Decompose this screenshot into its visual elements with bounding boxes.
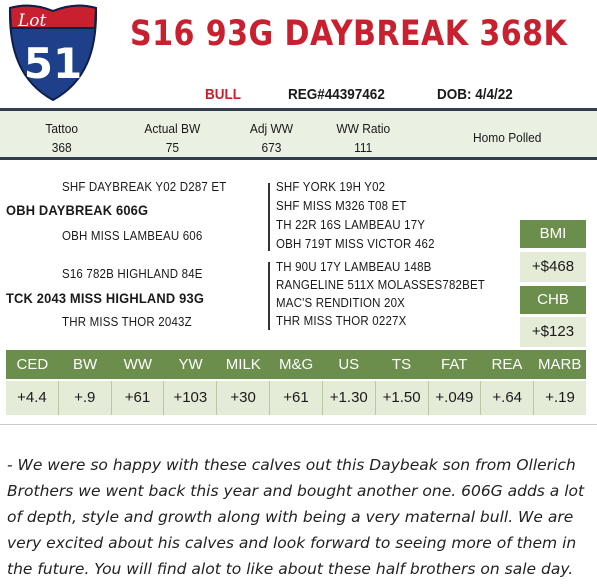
epd-header-ww: WW: [123, 356, 152, 373]
epd-value-ts: +1.50: [376, 381, 429, 415]
stat-label: Actual BW: [144, 121, 201, 136]
epd-header-ts: TS: [391, 356, 412, 373]
stat-value: 368: [51, 140, 72, 155]
stat-label: Tattoo: [45, 121, 79, 136]
stat-label: Adj WW: [249, 121, 294, 136]
dam-sire: S16 782B HIGHLAND 84E: [62, 267, 203, 281]
ancestor: SHF YORK 19H Y02: [276, 180, 386, 194]
epd-header-ced: CED: [16, 356, 49, 373]
epd-header-marb: MARB: [538, 356, 582, 373]
ancestor: SHF MISS M326 T08 ET: [276, 199, 407, 213]
dam-dam: THR MISS THOR 2043Z: [62, 315, 192, 329]
date-of-birth: DOB: 4/4/22: [437, 86, 513, 103]
epd-value-bw: +.9: [59, 381, 112, 415]
epd-value-yw: +103: [164, 381, 218, 415]
ancestor: THR MISS THOR 0227X: [276, 314, 407, 328]
stat-ww-ratio: WW Ratio 111: [334, 119, 393, 157]
stat-adj-ww: Adj WW 673: [248, 119, 295, 157]
bmi-value: +$468: [520, 252, 586, 282]
epd-value-ced: +4.4: [6, 381, 59, 415]
epd-value-mg: +61: [270, 381, 323, 415]
sex-label: BULL: [205, 86, 241, 103]
ancestor: TH 90U 17Y LAMBEAU 148B: [276, 260, 432, 274]
stat-value: 673: [261, 140, 282, 155]
stat-label: WW Ratio: [336, 121, 391, 136]
sire-dam: OBH MISS LAMBEAU 606: [62, 229, 203, 243]
epd-value-marb: +.19: [545, 389, 575, 406]
dam-name: TCK 2043 MISS HIGHLAND 93G: [6, 290, 205, 306]
stat-label: Homo Polled: [472, 130, 542, 145]
ancestor: RANGELINE 511X MOLASSES782BET: [276, 278, 486, 292]
pedigree-bracket: [268, 183, 270, 251]
epd-value-rea: +.64: [481, 381, 535, 415]
stat-homo-polled: Homo Polled: [470, 128, 544, 147]
epd-header-bw: BW: [73, 356, 98, 373]
bmi-label: BMI: [520, 220, 586, 248]
section-divider: [0, 424, 597, 425]
breeder-comment: - We were so happy with these calves out…: [7, 456, 585, 578]
epd-header-milk: MILK: [225, 356, 261, 373]
stats-bar: Tattoo 368 Actual BW 75 Adj WW 673 WW Ra…: [0, 108, 597, 160]
lot-shield-icon: Lot 51: [8, 4, 98, 102]
epd-value-ww: +61: [112, 381, 165, 415]
epd-header-fat: FAT: [441, 356, 468, 373]
chb-label: CHB: [520, 286, 586, 314]
bull-name: S16 93G DAYBREAK 368K: [130, 14, 568, 54]
epd-header-yw: YW: [178, 356, 203, 373]
registration-number: REG#44397462: [288, 86, 385, 103]
epd-header-us: US: [338, 356, 360, 373]
stat-value: 111: [354, 140, 373, 155]
epd-header-mg: M&G: [278, 356, 314, 373]
pedigree-bracket: [268, 262, 270, 330]
epd-header-row: CED BW WW YW MILK M&G US TS FAT REA MARB: [6, 350, 586, 379]
ancestor: TH 22R 16S LAMBEAU 17Y: [276, 218, 426, 232]
sire-sire: SHF DAYBREAK Y02 D287 ET: [62, 180, 227, 194]
chb-value: +$123: [520, 317, 586, 347]
epd-value-us: +1.30: [323, 381, 376, 415]
epd-value-milk: +30: [217, 381, 271, 415]
ancestor: OBH 719T MISS VICTOR 462: [276, 237, 435, 251]
ancestor: MAC'S RENDITION 20X: [276, 296, 406, 310]
lot-label: Lot: [17, 11, 47, 31]
stat-value: 75: [165, 140, 179, 155]
sire-name: OBH DAYBREAK 606G: [6, 202, 149, 218]
epd-value-row: +4.4 +.9 +61 +103 +30 +61 +1.30 +1.50 +.…: [6, 381, 586, 415]
lot-number: 51: [24, 39, 82, 88]
stat-tattoo: Tattoo 368: [44, 119, 79, 157]
epd-header-rea: REA: [491, 356, 523, 373]
stat-actual-bw: Actual BW 75: [142, 119, 203, 157]
epd-value-fat: +.049: [429, 381, 482, 415]
